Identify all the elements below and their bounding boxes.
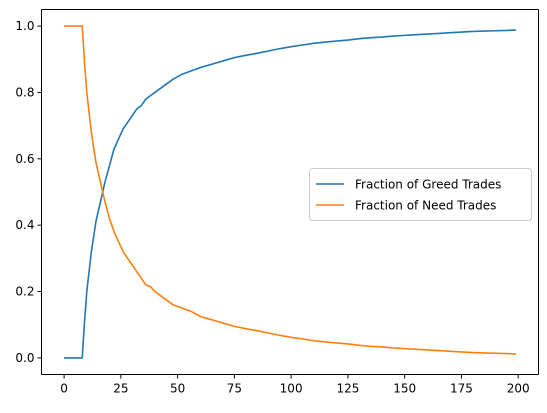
legend-label-greed: Fraction of Greed Trades (355, 178, 501, 192)
legend-box (309, 168, 532, 221)
x-axis-ticks: 0 25 50 75 100 125 150 175 200 (60, 374, 530, 396)
legend: Fraction of Greed Trades Fraction of Nee… (309, 168, 532, 221)
x-tick-label: 50 (170, 382, 185, 396)
x-tick-label: 175 (450, 382, 473, 396)
legend-label-need: Fraction of Need Trades (355, 199, 496, 213)
series-line-need (64, 25, 516, 355)
series-line-greed (64, 29, 516, 359)
x-tick-label: 0 (60, 382, 68, 396)
y-tick-label: 0.2 (15, 285, 34, 299)
y-tick-label: 1.0 (15, 19, 34, 33)
x-tick-label: 25 (113, 382, 128, 396)
y-axis-ticks: 0.0 0.2 0.4 0.6 0.8 1.0 (15, 19, 42, 365)
y-tick-label: 0.8 (15, 85, 34, 99)
x-tick-label: 200 (507, 382, 530, 396)
x-tick-label: 100 (280, 382, 303, 396)
x-tick-label: 125 (336, 382, 359, 396)
y-tick-label: 0.0 (15, 351, 34, 365)
y-tick-label: 0.6 (15, 152, 34, 166)
x-tick-label: 75 (227, 382, 242, 396)
x-tick-label: 150 (393, 382, 416, 396)
y-tick-label: 0.4 (15, 218, 34, 232)
series-layer (64, 25, 516, 359)
axes-frame (41, 9, 539, 375)
